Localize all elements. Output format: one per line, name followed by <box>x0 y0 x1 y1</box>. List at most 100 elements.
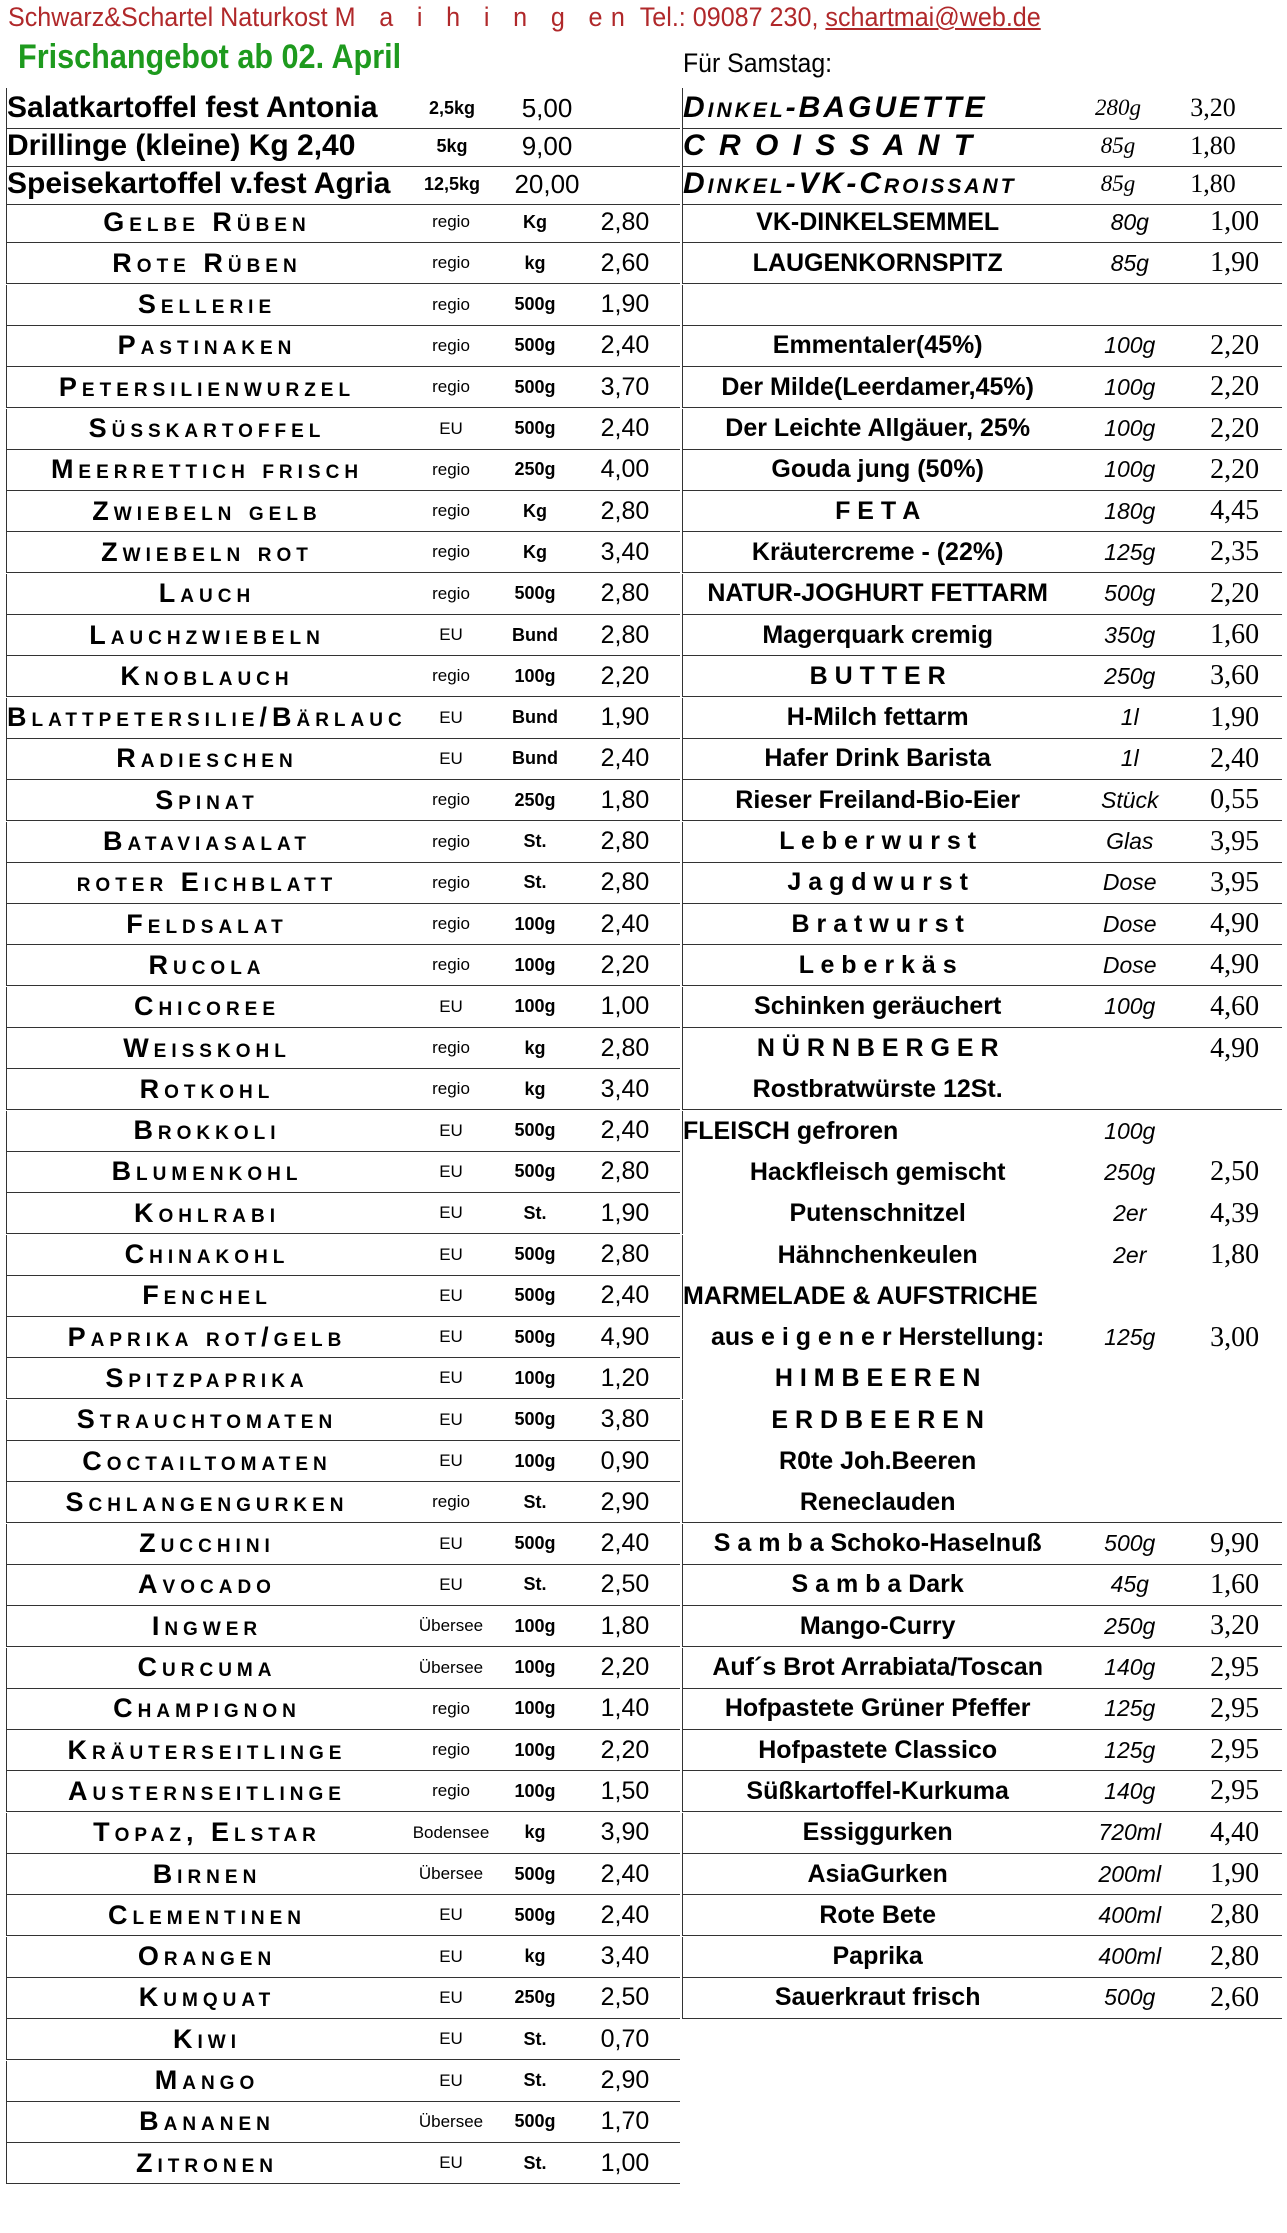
saturday-item-row-unit: 2er <box>1113 1241 1147 1268</box>
bakery-row-unit: 280g <box>1095 95 1141 120</box>
produce-row-price: 2,90 <box>600 1487 650 1516</box>
saturday-item-row-name: Der Milde(Leerdamer,45%) <box>721 372 1034 401</box>
saturday-item-row: Hähnchenkeulen 2er 1,80 <box>682 1234 1282 1276</box>
produce-row-name: Radieschen <box>116 743 298 774</box>
bakery-row: Dinkel-VK-Croissant 85g 1,80 <box>682 164 1282 205</box>
produce-row: Kräuterseitlinge regio 100g 2,20 <box>6 1730 680 1772</box>
produce-row-unit: kg <box>524 252 546 273</box>
produce-row-price: 2,50 <box>600 1983 650 2012</box>
produce-row-name: Chinakohl <box>124 1239 290 1269</box>
potato-row-unit: 2,5kg <box>428 97 476 118</box>
produce-row-unit: Bund <box>512 748 558 769</box>
produce-row-name: Coctailtomaten <box>82 1445 332 1476</box>
produce-row-price: 0,90 <box>600 1446 650 1475</box>
produce-row-origin: EU <box>439 2070 463 2090</box>
produce-row-name: Birnen <box>152 1858 262 1889</box>
saturday-item-row-name: L e b e r k ä s <box>798 950 957 979</box>
saturday-item-row-name: Magerquark cremig <box>762 620 993 649</box>
saturday-item-row-unit: 140g <box>1104 1654 1156 1680</box>
saturday-item-row-name: F E T A <box>835 496 921 525</box>
produce-row-price: 2,80 <box>600 620 650 649</box>
produce-row-price: 1,90 <box>600 703 650 732</box>
produce-row-origin: Übersee <box>418 1864 484 1883</box>
produce-row: Curcuma Übersee 100g 2,20 <box>6 1647 680 1689</box>
saturday-item-row-unit: 2er <box>1113 1200 1147 1227</box>
shop-email-link[interactable]: schartmai@web.de <box>825 2 1041 32</box>
produce-row-origin: EU <box>439 1533 463 1553</box>
saturday-item-row-price: 3,95 <box>1210 866 1260 898</box>
produce-row-price: 2,80 <box>600 1157 650 1186</box>
produce-row-name: Topaz, Elstar <box>93 1817 321 1848</box>
produce-row-origin: EU <box>439 1905 463 1925</box>
produce-row-origin: regio <box>432 790 470 810</box>
produce-row-name: Spitzpaprika <box>105 1362 309 1393</box>
saturday-item-row-name: Hofpastete Classico <box>758 1735 998 1764</box>
produce-row-unit: 100g <box>514 1657 556 1677</box>
saturday-item-row: VK-DINKELSEMMEL 80g 1,00 <box>682 202 1282 243</box>
saturday-item-row-unit: 500g <box>1104 1530 1156 1557</box>
produce-row-origin: regio <box>432 583 470 603</box>
saturday-item-row-price: 4,60 <box>1210 990 1260 1022</box>
saturday-item-row-price: 2,50 <box>1210 1156 1260 1188</box>
saturday-item-row-name: N Ü R N B E R G E R <box>756 1034 999 1062</box>
saturday-item-row: Schinken geräuchert 100g 4,60 <box>682 986 1282 1028</box>
produce-row-origin: regio <box>432 253 470 273</box>
saturday-item-row-price: 2,20 <box>1210 412 1260 444</box>
saturday-item-row-name: L e b e r w u r s t <box>779 827 977 855</box>
produce-row-unit: 100g <box>514 1698 556 1719</box>
saturday-item-row-price: 3,95 <box>1210 825 1260 857</box>
saturday-item-row-price: 4,90 <box>1210 908 1260 940</box>
produce-row-name: Zitronen <box>136 2147 278 2178</box>
produce-row-price: 0,70 <box>600 2024 650 2053</box>
produce-row: Pastinaken regio 500g 2,40 <box>6 325 680 367</box>
saturday-item-row-name: NATUR-JOGHURT FETTARM <box>707 579 1049 608</box>
produce-row-origin: regio <box>432 1492 470 1512</box>
produce-row-unit: St. <box>523 831 547 851</box>
saturday-item-row-price: 1,80 <box>1210 1239 1260 1270</box>
saturday-item-row-name: Hafer Drink Barista <box>764 744 991 773</box>
produce-row: Rote Rüben regio kg 2,60 <box>6 243 680 285</box>
saturday-item-row-name: Süßkartoffel-Kurkuma <box>746 1776 1009 1805</box>
produce-row-name: Lauch <box>158 578 256 609</box>
produce-row-origin: regio <box>432 872 470 892</box>
saturday-item-row: J a g d w u r s t Dose 3,95 <box>682 862 1282 904</box>
saturday-item-row: Essiggurken 720ml 4,40 <box>682 1812 1282 1854</box>
produce-row: Paprika rot/gelb EU 500g 4,90 <box>6 1317 680 1359</box>
bakery-row-price: 3,20 <box>1190 93 1236 122</box>
produce-row-price: 2,40 <box>600 1900 650 1929</box>
produce-row-origin: EU <box>439 625 463 644</box>
saturday-item-row-unit: 1l <box>1120 704 1139 731</box>
produce-row: Feldsalat regio 100g 2,40 <box>6 904 680 946</box>
produce-row-name: Clementinen <box>108 1899 306 1930</box>
produce-row-price: 1,90 <box>600 290 650 319</box>
saturday-item-row-name: H-Milch fettarm <box>786 703 969 732</box>
produce-row-name: Zwiebeln rot <box>101 536 313 567</box>
bakery-row-name: Dinkel-BAGUETTE <box>683 91 988 124</box>
saturday-item-row-unit: 100g <box>1104 415 1156 441</box>
produce-row: Brokkoli EU 500g 2,40 <box>6 1110 680 1152</box>
produce-row-origin: EU <box>439 1120 463 1140</box>
saturday-item-row: E R D B E E R E N <box>682 1399 1282 1441</box>
saturday-item-row-unit: 100g <box>1104 332 1156 359</box>
produce-row-origin: regio <box>432 831 470 851</box>
produce-row-origin: EU <box>439 2029 463 2049</box>
produce-row: Meerrettich frisch regio 250g 4,00 <box>6 449 680 491</box>
saturday-item-row-price: 1,60 <box>1210 1568 1260 1600</box>
saturday-item-row-name: R0te Joh.Beeren <box>779 1447 977 1475</box>
saturday-item-row: B U T T E R 250g 3,60 <box>682 656 1282 698</box>
saturday-item-row-name: Paprika <box>832 1942 923 1971</box>
saturday-item-row-unit: 720ml <box>1098 1819 1162 1846</box>
produce-row-unit: St. <box>523 2152 547 2173</box>
produce-row-price: 3,40 <box>600 537 650 566</box>
produce-row: Bananen Übersee 500g 1,70 <box>6 2101 680 2143</box>
produce-row-name: Avocado <box>138 1569 276 1600</box>
produce-row-unit: 500g <box>514 1285 556 1306</box>
bakery-row-price: 1,80 <box>1190 131 1236 160</box>
produce-row: Blattpetersilie/Bärlauch EU Bund 1,90 <box>6 697 680 739</box>
saturday-item-row-price: 1,90 <box>1210 701 1260 733</box>
produce-row-unit: 100g <box>514 1615 556 1636</box>
saturday-item-row <box>682 284 1282 326</box>
produce-row-unit: 500g <box>514 1904 556 1925</box>
saturday-item-row: Reneclauden <box>682 1482 1282 1524</box>
produce-row: Austernseitlinge regio 100g 1,50 <box>6 1771 680 1813</box>
